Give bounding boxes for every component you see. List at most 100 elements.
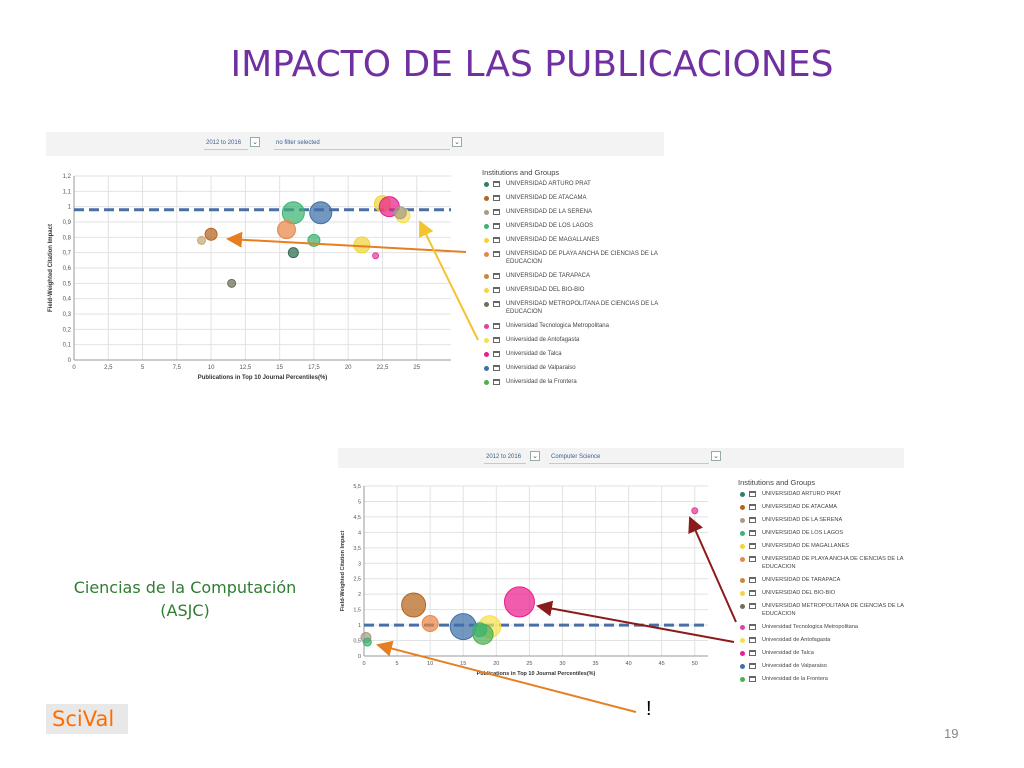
legend-item[interactable]: UNIVERSIDAD DE LOS LAGOS (738, 529, 904, 537)
x-tick-label: 45 (659, 661, 665, 667)
legend-label: Universidad de la Frontera (506, 379, 577, 385)
legend-item[interactable]: UNIVERSIDAD DE PLAYA ANCHA DE CIENCIAS D… (482, 250, 662, 266)
legend-color-dot (484, 252, 489, 257)
institution-icon (749, 676, 756, 682)
y-axis-label: Field-Weighted Citation Impact (48, 224, 54, 312)
legend-label: Universidad Tecnologica Metropolitana (506, 323, 609, 329)
legend-color-dot (484, 288, 489, 293)
x-tick-label: 5 (141, 365, 145, 371)
bubble-point (204, 227, 218, 241)
legend-color-dot (740, 492, 745, 497)
legend-item[interactable]: Universidad de Valparaiso (482, 364, 662, 372)
x-tick-label: 25 (413, 365, 420, 371)
legend-item[interactable]: Universidad Tecnologica Metropolitana (482, 322, 662, 330)
institution-icon (493, 351, 500, 357)
legend-color-dot (484, 196, 489, 201)
y-tick-label: 0,2 (63, 327, 72, 333)
legend-item[interactable]: UNIVERSIDAD METROPOLITANA DE CIENCIAS DE… (482, 300, 662, 316)
x-axis-label: Publications in Top 10 Journal Percentil… (198, 375, 328, 381)
legend-item[interactable]: UNIVERSIDAD DEL BIO-BIO (482, 286, 662, 294)
chevron-down-icon[interactable]: ⌄ (530, 451, 540, 461)
y-tick-label: 3 (358, 561, 361, 567)
y-tick-label: 0,5 (353, 639, 361, 645)
legend-label: Universidad de Antofagasta (506, 337, 580, 343)
legend-item[interactable]: Universidad de Valparaiso (738, 662, 904, 670)
chevron-down-icon[interactable]: ⌄ (452, 137, 462, 147)
legend-item[interactable]: UNIVERSIDAD DE MAGALLANES (482, 236, 662, 244)
institution-icon (493, 181, 500, 187)
legend-label: UNIVERSIDAD ARTURO PRAT (762, 491, 842, 497)
legend-color-dot (484, 338, 489, 343)
legend-label: Universidad de la Frontera (762, 676, 828, 682)
institution-icon (749, 590, 756, 596)
legend-label: UNIVERSIDAD DE MAGALLANES (506, 237, 600, 243)
legend-item[interactable]: UNIVERSIDAD DE TARAPACA (482, 272, 662, 280)
bubble-point (401, 592, 427, 618)
legend-item[interactable]: UNIVERSIDAD DE PLAYA ANCHA DE CIENCIAS D… (738, 555, 904, 571)
filter-select[interactable]: Computer Science (549, 452, 709, 464)
legend-item[interactable]: Universidad de Talca (482, 350, 662, 358)
legend-item[interactable]: Universidad de Antofagasta (738, 636, 904, 644)
x-tick-label: 40 (626, 661, 632, 667)
x-tick-label: 35 (592, 661, 598, 667)
institution-icon (493, 379, 500, 385)
x-tick-label: 17,5 (308, 365, 320, 371)
legend-color-dot (740, 638, 745, 643)
period-select[interactable]: 2012 to 2016 (204, 138, 248, 150)
legend-title: Institutions and Groups (738, 478, 816, 487)
period-select-value: 2012 to 2016 (206, 140, 242, 146)
period-select[interactable]: 2012 to 2016 (484, 452, 526, 464)
institution-icon (749, 663, 756, 669)
scival-logo: SciVal (46, 704, 128, 734)
legend-item[interactable]: UNIVERSIDAD DE ATACAMA (482, 194, 662, 202)
legend-item[interactable]: UNIVERSIDAD METROPOLITANA DE CIENCIAS DE… (738, 602, 904, 618)
legend-item[interactable]: UNIVERSIDAD DE LOS LAGOS (482, 222, 662, 230)
chevron-down-icon[interactable]: ⌄ (250, 137, 260, 147)
legend-item[interactable]: Universidad de la Frontera (482, 378, 662, 386)
bubble-point (196, 235, 206, 245)
filter-bar: 2012 to 2016 ⌄ no filter selected ⌄ (46, 132, 664, 156)
institution-icon (493, 195, 500, 201)
legend-item[interactable]: UNIVERSIDAD DE MAGALLANES (738, 542, 904, 550)
y-tick-label: 5 (358, 499, 361, 505)
legend-item[interactable]: UNIVERSIDAD DE LA SERENA (482, 208, 662, 216)
y-tick-label: 0 (68, 358, 72, 364)
bubble-point (372, 252, 380, 260)
legend-color-dot (740, 677, 745, 682)
legend-color-dot (484, 366, 489, 371)
legend-item[interactable]: UNIVERSIDAD DE ATACAMA (738, 503, 904, 511)
y-tick-label: 0,3 (63, 312, 72, 318)
legend-item[interactable]: Universidad de Antofagasta (482, 336, 662, 344)
period-select-value: 2012 to 2016 (486, 454, 522, 460)
legend-label: Universidad de Antofagasta (762, 637, 831, 643)
bubble-point (472, 622, 488, 638)
legend-color-dot (484, 324, 489, 329)
chevron-down-icon[interactable]: ⌄ (711, 451, 721, 461)
institution-icon (493, 273, 500, 279)
filter-select[interactable]: no filter selected (274, 138, 450, 150)
legend-label: UNIVERSIDAD DE LOS LAGOS (762, 530, 844, 536)
legend-item[interactable]: UNIVERSIDAD ARTURO PRAT (482, 180, 662, 188)
legend-color-dot (740, 578, 745, 583)
legend-item[interactable]: Universidad Tecnologica Metropolitana (738, 623, 904, 631)
institution-icon (493, 365, 500, 371)
legend-label: Universidad de Valparaiso (762, 663, 827, 669)
legend-label: Universidad Tecnologica Metropolitana (762, 624, 858, 630)
legend-item[interactable]: UNIVERSIDAD DEL BIO-BIO (738, 589, 904, 597)
y-tick-label: 1 (68, 205, 72, 211)
legend-item[interactable]: Universidad de la Frontera (738, 675, 904, 683)
x-tick-label: 7,5 (173, 365, 182, 371)
legend-item[interactable]: Universidad de Talca (738, 649, 904, 657)
legend-label: UNIVERSIDAD DE ATACAMA (762, 504, 838, 510)
institution-icon (749, 530, 756, 536)
institution-icon (749, 637, 756, 643)
legend-item[interactable]: UNIVERSIDAD ARTURO PRAT (738, 490, 904, 498)
institution-icon (749, 577, 756, 583)
institution-icon (749, 650, 756, 656)
y-tick-label: 1 (358, 623, 361, 629)
y-tick-label: 0,1 (63, 343, 72, 349)
legend-item[interactable]: UNIVERSIDAD DE TARAPACA (738, 576, 904, 584)
legend-item[interactable]: UNIVERSIDAD DE LA SERENA (738, 516, 904, 524)
legend-label: Universidad de Talca (762, 650, 814, 656)
institution-icon (493, 301, 500, 307)
